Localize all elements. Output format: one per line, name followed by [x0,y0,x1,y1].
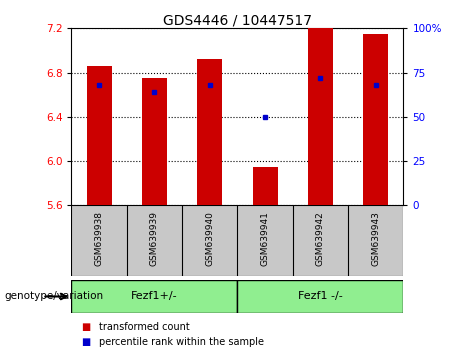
Text: percentile rank within the sample: percentile rank within the sample [99,337,264,347]
Text: GSM639939: GSM639939 [150,211,159,266]
Text: GSM639942: GSM639942 [316,211,325,266]
Bar [308,28,333,205]
Bar [197,59,222,205]
Bar [253,167,278,205]
Bar [363,34,388,205]
Text: GSM639941: GSM639941 [260,211,270,266]
Text: ■: ■ [81,337,90,347]
Text: Fezf1+/-: Fezf1+/- [131,291,178,302]
Title: GDS4446 / 10447517: GDS4446 / 10447517 [163,13,312,27]
Bar [142,78,167,205]
Text: genotype/variation: genotype/variation [5,291,104,302]
Bar [87,66,112,205]
Bar [71,280,237,313]
Bar [237,280,403,313]
Text: GSM639938: GSM639938 [95,211,104,266]
Text: Fezf1 -/-: Fezf1 -/- [298,291,343,302]
Text: GSM639943: GSM639943 [371,211,380,266]
Text: transformed count: transformed count [99,322,190,332]
Text: ■: ■ [81,322,90,332]
Text: GSM639940: GSM639940 [205,211,214,266]
